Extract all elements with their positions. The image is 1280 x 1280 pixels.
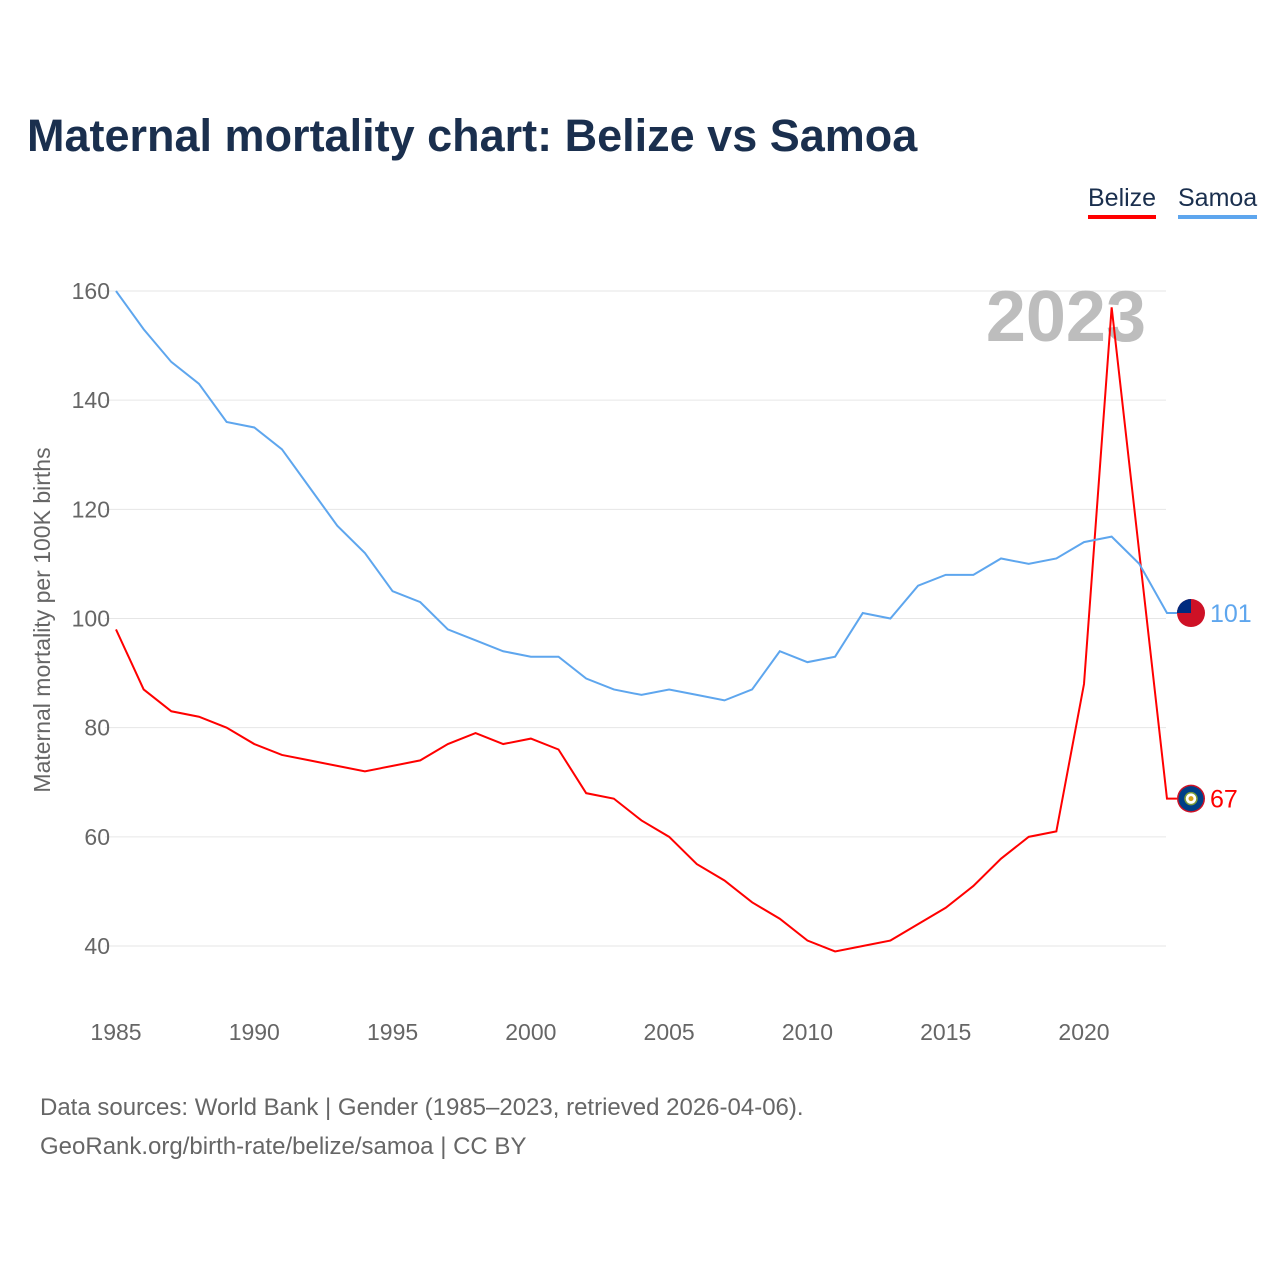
x-tick-label: 2005 bbox=[644, 1019, 695, 1045]
legend-belize[interactable]: Belize bbox=[1088, 184, 1157, 219]
year-watermark: 2023 bbox=[986, 277, 1146, 357]
y-axis-label: Maternal mortality per 100K births bbox=[29, 447, 55, 792]
y-tick-label: 60 bbox=[84, 824, 110, 850]
chart-title: Maternal mortality chart: Belize vs Samo… bbox=[27, 110, 918, 161]
series-line-samoa bbox=[115, 290, 1177, 702]
end-label-belize: 67 bbox=[1210, 786, 1238, 814]
x-tick-label: 2000 bbox=[505, 1019, 556, 1045]
y-tick-label: 80 bbox=[84, 715, 110, 741]
source-line: Data sources: World Bank | Gender (1985–… bbox=[40, 1094, 804, 1121]
y-tick-label: 40 bbox=[84, 933, 110, 959]
y-tick-label: 120 bbox=[72, 496, 110, 522]
x-tick-label: 1990 bbox=[229, 1019, 280, 1045]
series-line-belize bbox=[115, 307, 1177, 953]
x-tick-label: 1995 bbox=[367, 1019, 418, 1045]
footer: Data sources: World Bank | Gender (1985–… bbox=[40, 1088, 804, 1166]
end-label-samoa: 101 bbox=[1210, 600, 1252, 628]
y-tick-label: 100 bbox=[72, 606, 110, 632]
samoa-flag-canton bbox=[1177, 599, 1191, 614]
x-tick-label: 2010 bbox=[782, 1019, 833, 1045]
legend-samoa[interactable]: Samoa bbox=[1178, 184, 1258, 219]
belize-flag-emblem-center bbox=[1188, 796, 1194, 802]
x-tick-label: 2015 bbox=[920, 1019, 971, 1045]
attribution-line: GeoRank.org/birth-rate/belize/samoa | CC… bbox=[40, 1133, 527, 1160]
y-tick-label: 140 bbox=[72, 387, 110, 413]
x-tick-label: 2020 bbox=[1058, 1019, 1109, 1045]
y-tick-label: 160 bbox=[72, 278, 110, 304]
x-tick-label: 1985 bbox=[90, 1019, 141, 1045]
